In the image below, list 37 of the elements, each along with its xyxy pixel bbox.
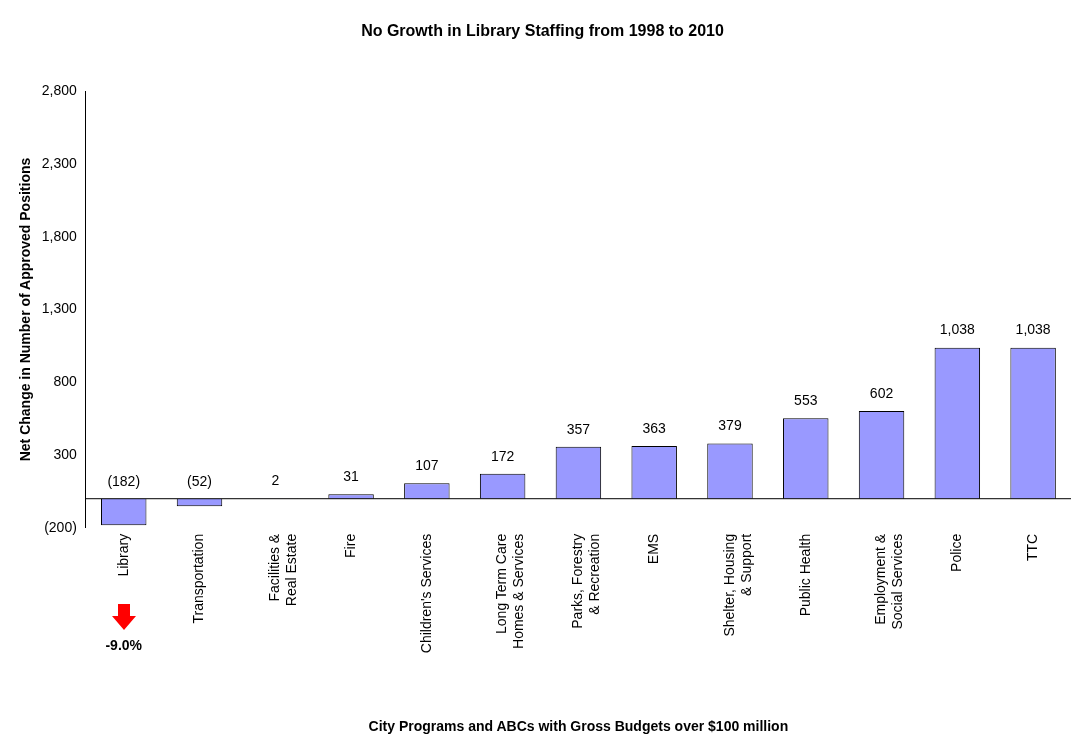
data-label: 357 (566, 420, 591, 437)
data-label: 1,038 (939, 321, 976, 338)
data-label: 602 (869, 384, 894, 401)
data-label: 2 (271, 472, 280, 489)
y-tick-label: 1,300 (41, 300, 78, 317)
chart-title: No Growth in Library Staffing from 1998 to 2010 (361, 22, 724, 40)
y-tick-label: 2,800 (41, 82, 78, 99)
data-label: 363 (642, 419, 667, 436)
data-label: 379 (718, 417, 742, 434)
y-tick-label: 1,800 (41, 227, 78, 244)
text: -9.0% (105, 636, 143, 653)
x-tick-label: Long Term Care Homes & Services (493, 533, 527, 649)
y-tick-label: 2,300 (41, 154, 78, 171)
x-tick-label: Facilities & Real Estate (266, 533, 299, 607)
x-axis-title: City Programs and ABCs with Gross Budgets over $100 million (368, 718, 789, 735)
x-tick-label: Public Health (796, 533, 813, 617)
x-tick-label: Transportation (190, 533, 207, 624)
data-label: 107 (415, 457, 439, 473)
data-label: 553 (794, 392, 818, 409)
x-tick-label: Library (114, 533, 131, 577)
y-tick-label: (200) (44, 518, 77, 535)
data-label: (182) (107, 472, 141, 489)
x-tick-label: TTC (1023, 533, 1040, 562)
x-tick-label: Children's Services (417, 533, 434, 654)
x-tick-label: Police (948, 533, 965, 572)
x-tick-label: Shelter, Housing & Support (720, 533, 754, 637)
y-axis-title: Net Change in Number of Approved Positions (17, 157, 34, 462)
data-label: 31 (343, 468, 360, 485)
data-label: (52) (187, 472, 212, 489)
data-label: 172 (490, 447, 515, 464)
x-tick-label: Fire (341, 533, 358, 558)
x-tick-label: Employment & Social Services (872, 533, 906, 630)
data-label: 1,038 (1015, 321, 1051, 338)
y-tick-label: 800 (53, 373, 78, 390)
x-tick-label: EMS (645, 533, 662, 565)
y-tick-label: 300 (53, 445, 78, 462)
x-tick-label: Parks, Forestry & Recreation (569, 533, 603, 629)
